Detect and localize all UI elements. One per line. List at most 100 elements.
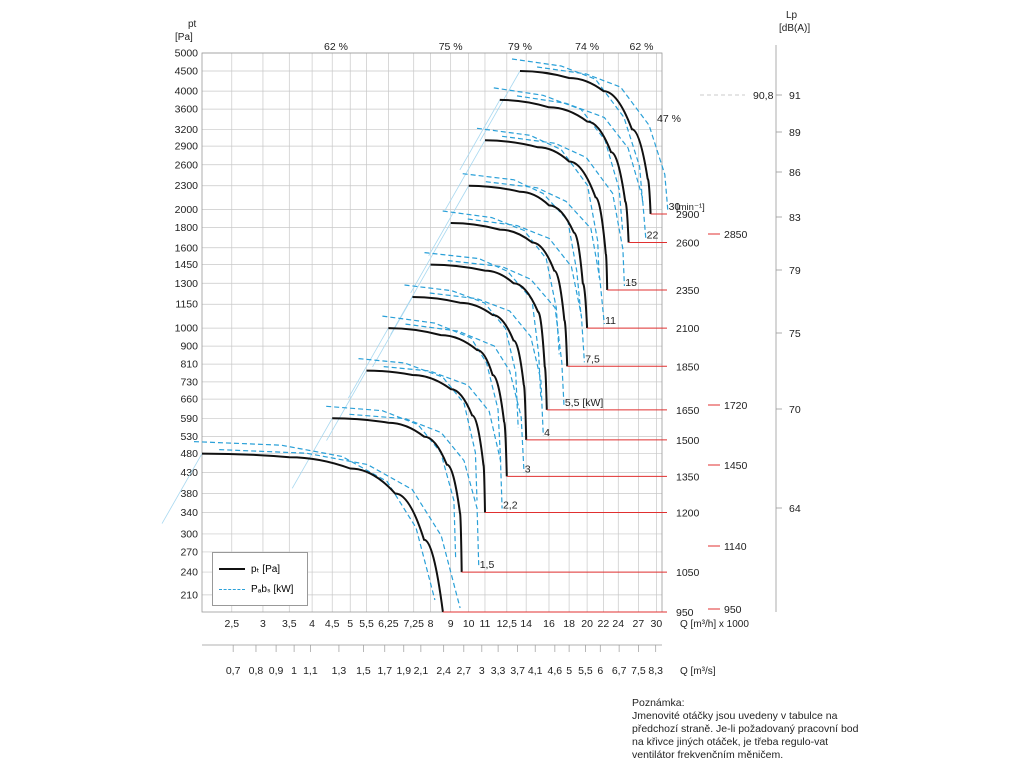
lp-tick-label: 86 <box>789 167 801 179</box>
x-tick-label-m3s: 1 <box>291 665 297 677</box>
lp-axis-title: Lp <box>786 10 798 21</box>
rpm-label: 2100 <box>676 323 700 335</box>
rpm-label: 2350 <box>676 285 700 297</box>
power-curve <box>193 441 436 601</box>
system-line <box>428 185 470 256</box>
efficiency-label: 62 % <box>324 41 348 53</box>
x-tick-label-m3s: 3,3 <box>491 665 506 677</box>
legend-power-swatch <box>219 588 245 590</box>
y-axis-unit: [Pa] <box>175 32 193 43</box>
pressure-curve <box>366 369 486 513</box>
power-curve <box>405 323 525 473</box>
y-tick-label: 3600 <box>175 104 199 116</box>
power-curve <box>326 405 457 561</box>
footnote-title: Poznámka: <box>632 697 685 709</box>
x-tick-label-m3h: 8 <box>428 618 434 630</box>
x-tick-label-m3s: 6 <box>597 665 603 677</box>
y-tick-label: 210 <box>180 589 198 601</box>
y-tick-label: 1450 <box>175 259 199 271</box>
x-axis-title-m3s: Q [m³/s] <box>680 666 716 677</box>
y-tick-label: 3200 <box>175 124 199 136</box>
x-tick-label-m3h: 5 <box>347 618 353 630</box>
lp-marker-label: 90,8 <box>753 90 774 102</box>
y-tick-label: 1800 <box>175 222 199 234</box>
rpm-label: 1850 <box>676 361 700 373</box>
x-tick-label-m3h: 20 <box>581 618 593 630</box>
y-tick-label: 900 <box>180 341 198 353</box>
lp-tick-label: 83 <box>789 212 801 224</box>
x-tick-label-m3s: 4,1 <box>528 665 543 677</box>
lp-tick-label: 79 <box>789 265 801 277</box>
x-tick-label-m3h: 10 <box>463 618 475 630</box>
legend-power-label: Pₐbₛ [kW] <box>251 583 294 595</box>
power-label: 2,2 <box>503 500 518 512</box>
y-tick-label: 2900 <box>175 141 199 153</box>
x-tick-label-m3s: 3,7 <box>510 665 525 677</box>
x-tick-label-m3s: 1,9 <box>396 665 411 677</box>
lp-tick-label: 75 <box>789 328 801 340</box>
power-curve <box>476 127 600 279</box>
power-label: 22 <box>647 230 659 242</box>
pressure-curve <box>201 452 444 613</box>
nominal-rpm-label: 1140 <box>724 541 747 553</box>
y-tick-label: 430 <box>180 467 198 479</box>
power-label: 11 <box>605 315 616 327</box>
x-tick-label-m3s: 6,7 <box>612 665 627 677</box>
plot-frame <box>201 52 663 613</box>
power-label: 4 <box>544 427 550 439</box>
power-curve <box>429 292 544 436</box>
x-tick-label-m3s: 0,9 <box>269 665 284 677</box>
x-tick-label-m3h: 30 <box>651 618 663 630</box>
chart-legend: pₜ [Pa] Pₐbₛ [kW] <box>212 552 308 606</box>
y-tick-label: 1300 <box>175 278 199 290</box>
y-tick-label: 1600 <box>175 242 199 254</box>
efficiency-label: 47 % <box>657 113 681 125</box>
lp-tick-label: 70 <box>789 404 801 416</box>
y-tick-label: 380 <box>180 488 198 500</box>
pressure-curve <box>484 139 609 291</box>
power-curve <box>349 413 480 569</box>
legend-pressure-label: pₜ [Pa] <box>251 563 281 575</box>
pressure-curve <box>332 417 463 573</box>
power-curve <box>493 87 624 231</box>
x-tick-label-m3h: 12,5 <box>497 618 518 630</box>
pressure-curve <box>499 98 630 243</box>
pressure-curve <box>412 296 528 440</box>
system-line <box>410 222 452 294</box>
power-curve <box>537 66 669 211</box>
x-tick-label-m3h: 18 <box>563 618 575 630</box>
lp-axis-unit: [dB(A)] <box>779 23 810 34</box>
power-curve <box>382 315 502 465</box>
x-tick-label-m3s: 1,3 <box>332 665 347 677</box>
system-line <box>444 140 486 211</box>
rpm-label: 1350 <box>676 471 700 483</box>
y-tick-label: 270 <box>180 546 198 558</box>
rpm-label: 950 <box>676 607 694 619</box>
system-line <box>479 70 521 142</box>
pressure-curve <box>468 184 589 329</box>
x-tick-label-m3h: 16 <box>543 618 555 630</box>
nominal-rpm-label: 950 <box>724 604 742 616</box>
power-curve <box>485 181 605 325</box>
efficiency-label: 74 % <box>575 41 599 53</box>
x-tick-label-m3h: 27 <box>633 618 645 630</box>
y-axis-title: pt <box>188 19 197 30</box>
legend-pressure-swatch <box>219 568 245 570</box>
lp-tick-label: 64 <box>789 503 801 515</box>
x-tick-label-m3h: 11 <box>480 618 491 630</box>
power-curve <box>467 218 585 363</box>
x-tick-label-m3h: 9 <box>448 618 454 630</box>
system-line <box>291 418 333 489</box>
system-line <box>372 296 413 368</box>
footnote-text: Jmenovité otáčky jsou uvedeny v tabulce … <box>632 710 859 761</box>
x-tick-label-m3s: 1,5 <box>356 665 371 677</box>
x-tick-label-m3h: 24 <box>612 618 624 630</box>
x-tick-label-m3s: 0,7 <box>226 665 241 677</box>
y-tick-label: 340 <box>180 507 198 519</box>
power-curve <box>516 95 647 239</box>
x-tick-label-m3s: 5 <box>566 665 572 677</box>
efficiency-label: 62 % <box>630 41 654 53</box>
pressure-curve <box>430 263 548 410</box>
y-tick-label: 810 <box>180 359 198 371</box>
